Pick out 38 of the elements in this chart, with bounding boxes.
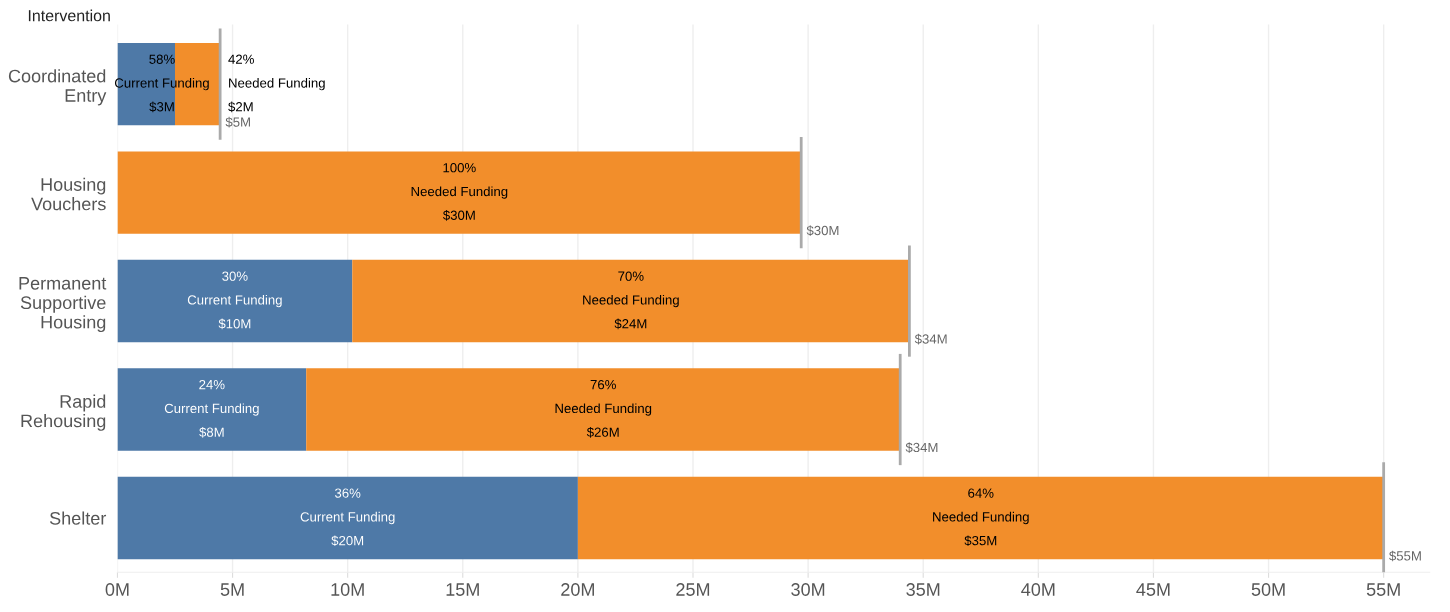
bar [117, 151, 802, 234]
y-tick-label: Shelter [49, 511, 107, 525]
bar [117, 476, 578, 560]
y-tick-label: Housing Vouchers [31, 177, 106, 211]
total-label: $34M [914, 333, 947, 345]
total-label: $5M [225, 116, 250, 128]
annotation: 76% Needed Funding $26M [555, 379, 652, 438]
x-tick-label: 55M [1366, 583, 1400, 596]
total-label: $30M [806, 225, 839, 236]
x-tick-label: 40M [1021, 583, 1055, 596]
total-label: $55M [1389, 550, 1421, 562]
x-tick-label: 45M [1136, 583, 1170, 596]
annotation: 100% Needed Funding $30M [411, 163, 508, 221]
annotation: 24% Current Funding $8M [164, 379, 259, 438]
x-tick-label: 15M [446, 583, 479, 596]
bar [117, 259, 353, 343]
y-tick-label: Rapid Rehousing [21, 394, 106, 431]
x-tick-label: 0M [105, 583, 129, 596]
x-tick-label: 5M [220, 583, 244, 596]
bar [117, 368, 307, 451]
x-tick-label: 30M [791, 583, 825, 596]
x-tick-label: 10M [331, 583, 364, 596]
annotation: 42% Needed Funding $2M [228, 54, 325, 113]
annotation: 70% Needed Funding $24M [583, 271, 679, 330]
total-label: $34M [905, 442, 938, 453]
x-tick-label: 20M [561, 583, 594, 596]
bar [306, 368, 901, 451]
y-tick-label: Coordinated Entry [8, 69, 107, 106]
x-tick-label: 25M [676, 583, 710, 596]
bar [352, 259, 910, 343]
bar [577, 476, 1384, 560]
annotation: 36% Current Funding $20M [300, 488, 395, 547]
annotation: 30% Current Funding $10M [187, 271, 282, 330]
x-tick-label: 50M [1251, 583, 1285, 596]
y-axis-title: Intervention [28, 9, 110, 22]
y-tick-label: Permanent Supportive Housing [19, 277, 107, 333]
annotation: 64% Needed Funding $35M [933, 488, 1029, 547]
x-tick-label: 35M [906, 583, 940, 596]
